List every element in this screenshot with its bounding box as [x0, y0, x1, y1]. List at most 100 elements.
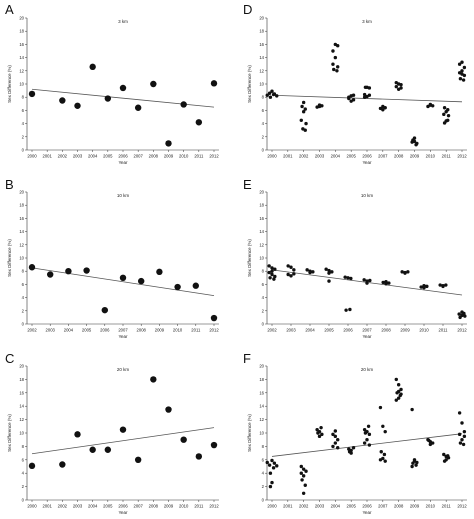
data-point: [59, 461, 66, 468]
y-tick-label: 4: [22, 121, 25, 126]
x-tick-label: 2001: [43, 504, 53, 509]
x-tick-label: 2003: [73, 504, 83, 509]
data-point: [292, 272, 296, 276]
x-tick-label: 2003: [46, 328, 56, 333]
x-tick-label: 2011: [194, 504, 204, 509]
data-point: [462, 65, 467, 70]
data-point: [446, 118, 450, 123]
x-tick-label: 2012: [209, 154, 219, 159]
y-tick-label: 14: [259, 55, 264, 60]
y-tick-label: 12: [259, 417, 264, 422]
data-point: [349, 276, 353, 281]
panel-title: 20 km: [117, 367, 130, 372]
x-tick-label: 2000: [267, 154, 277, 159]
data-point: [460, 438, 464, 442]
data-point: [289, 265, 293, 269]
data-point: [365, 438, 369, 442]
data-point: [446, 113, 451, 118]
x-tick-label: 2005: [103, 154, 113, 159]
data-point: [28, 264, 36, 271]
data-point: [301, 474, 306, 478]
data-point: [327, 271, 331, 275]
data-point: [301, 110, 306, 114]
data-point: [419, 285, 423, 289]
data-point: [366, 424, 371, 428]
data-point: [461, 78, 466, 82]
data-point: [414, 143, 418, 147]
data-point: [150, 376, 157, 383]
data-point: [403, 271, 407, 275]
data-point: [89, 446, 96, 453]
y-tick-label: 12: [259, 68, 264, 73]
y-tick-label: 14: [19, 404, 24, 409]
data-point: [406, 270, 410, 274]
panel-letter: B: [5, 177, 14, 192]
data-point: [275, 94, 279, 98]
x-tick-label: 2007: [362, 328, 372, 333]
y-tick-label: 16: [19, 42, 24, 47]
data-point: [317, 103, 322, 107]
data-point: [333, 434, 338, 439]
data-point: [304, 121, 308, 126]
x-tick-label: 2009: [410, 154, 420, 159]
data-point: [305, 268, 309, 272]
data-point: [273, 274, 277, 279]
panel-b: B 10 km 0 2 4 6 8 10 12 14 16 18 20 2002 2003 2004 2005 2…: [5, 177, 219, 339]
data-point: [387, 281, 391, 285]
data-point: [267, 264, 271, 268]
data-point: [319, 425, 323, 430]
data-point: [104, 95, 112, 102]
data-point: [331, 62, 335, 66]
data-point: [351, 446, 356, 450]
data-point: [457, 62, 462, 66]
x-tick-label: 2010: [426, 504, 436, 509]
data-point: [138, 277, 145, 285]
x-tick-label: 2009: [164, 504, 174, 509]
y-tick-label: 0: [22, 148, 25, 153]
panel-title: 10 km: [361, 193, 374, 198]
data-point: [89, 63, 96, 71]
y-axis-label: Sex Difference (%): [247, 414, 252, 452]
data-point: [351, 93, 356, 97]
panel-letter: C: [5, 351, 14, 366]
x-tick-label: 2002: [299, 154, 309, 159]
y-tick-label: 12: [259, 242, 264, 247]
y-tick-label: 18: [259, 29, 264, 34]
data-point: [299, 471, 303, 475]
data-point: [460, 313, 464, 318]
x-tick-label: 2003: [73, 154, 83, 159]
data-point: [300, 104, 304, 109]
x-tick-label: 2012: [457, 328, 467, 333]
data-point: [367, 432, 372, 437]
data-point: [394, 80, 398, 85]
x-tick-label: 2010: [419, 328, 429, 333]
y-tick-label: 20: [19, 364, 24, 369]
data-point: [363, 431, 368, 435]
data-point: [333, 55, 338, 60]
data-point: [442, 112, 446, 117]
x-tick-label: 2010: [426, 154, 436, 159]
data-point: [101, 306, 109, 314]
y-tick-label: 16: [259, 390, 264, 395]
data-point: [362, 92, 367, 97]
data-point: [119, 274, 127, 281]
data-point: [265, 93, 269, 97]
x-tick-label: 2004: [64, 328, 74, 333]
data-point: [343, 275, 347, 279]
data-point: [381, 104, 385, 109]
x-tick-label: 2008: [137, 328, 147, 333]
data-point: [367, 443, 372, 447]
data-point: [300, 478, 304, 482]
data-point: [348, 307, 352, 312]
data-point: [396, 383, 401, 387]
x-tick-label: 2002: [299, 504, 309, 509]
y-tick-label: 18: [19, 203, 24, 208]
data-point: [362, 441, 367, 445]
y-axis-label: Sex Difference (%): [7, 414, 12, 452]
data-point: [119, 84, 127, 92]
x-tick-label: 2006: [100, 328, 110, 333]
x-tick-label: 2003: [315, 504, 325, 509]
data-point: [150, 80, 157, 88]
x-tick-label: 2011: [438, 328, 448, 333]
data-point: [412, 459, 417, 463]
